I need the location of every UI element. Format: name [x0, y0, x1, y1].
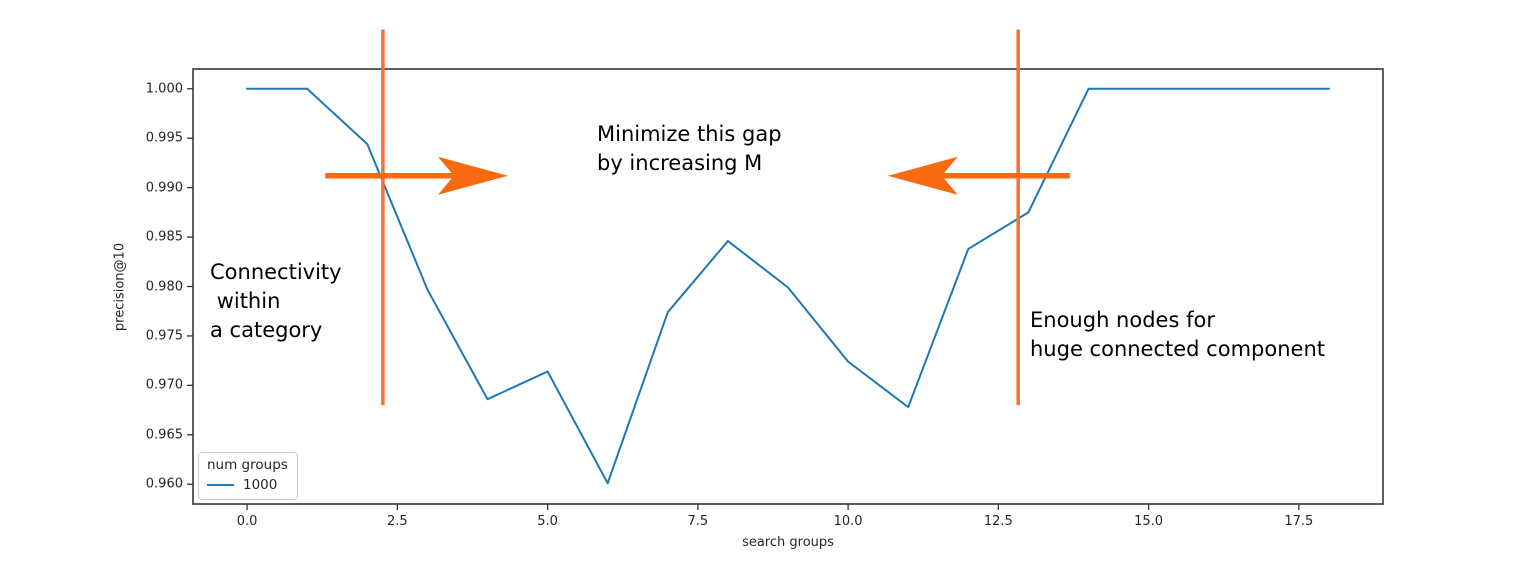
x-tick-label: 15.0: [1134, 514, 1164, 529]
x-tick-label: 10.0: [833, 514, 863, 529]
legend-entry-label: 1000: [243, 477, 278, 493]
y-tick-label: 0.965: [145, 427, 183, 443]
y-tick-label: 0.995: [145, 130, 183, 146]
right-arrow-icon: [437, 156, 508, 195]
x-tick-label: 0.0: [236, 514, 258, 529]
x-tick-label: 17.5: [1284, 514, 1314, 529]
legend: num groups 1000: [198, 452, 298, 500]
x-tick-label: 12.5: [983, 514, 1013, 529]
y-tick-label: 0.960: [145, 476, 183, 492]
y-tick-label: 0.980: [145, 279, 183, 294]
y-axis-label: precision@10: [112, 242, 128, 332]
legend-title: num groups: [207, 457, 288, 473]
x-tick-label: 5.0: [537, 514, 558, 529]
y-tick-label: 0.975: [145, 328, 183, 344]
y-tick-label: 1.000: [145, 81, 183, 97]
annotation-minimize-gap: Minimize this gap by increasing M: [597, 122, 782, 175]
left-arrow-icon: [887, 156, 958, 195]
x-axis-label: search groups: [742, 535, 834, 550]
data-line-1000: [246, 87, 1330, 485]
x-tick-label: 2.5: [386, 514, 408, 529]
y-tick-label: 0.990: [145, 180, 183, 196]
y-tick-label: 0.985: [145, 229, 183, 245]
annotation-enough-nodes: Enough nodes for huge connected componen…: [1030, 308, 1325, 361]
annotation-connectivity: Connectivity within a category: [210, 260, 342, 342]
y-tick-label: 0.970: [145, 377, 183, 393]
x-tick-label: 7.5: [687, 514, 709, 529]
legend-line-sample-icon: [207, 484, 234, 486]
legend-entry: 1000: [207, 477, 291, 493]
